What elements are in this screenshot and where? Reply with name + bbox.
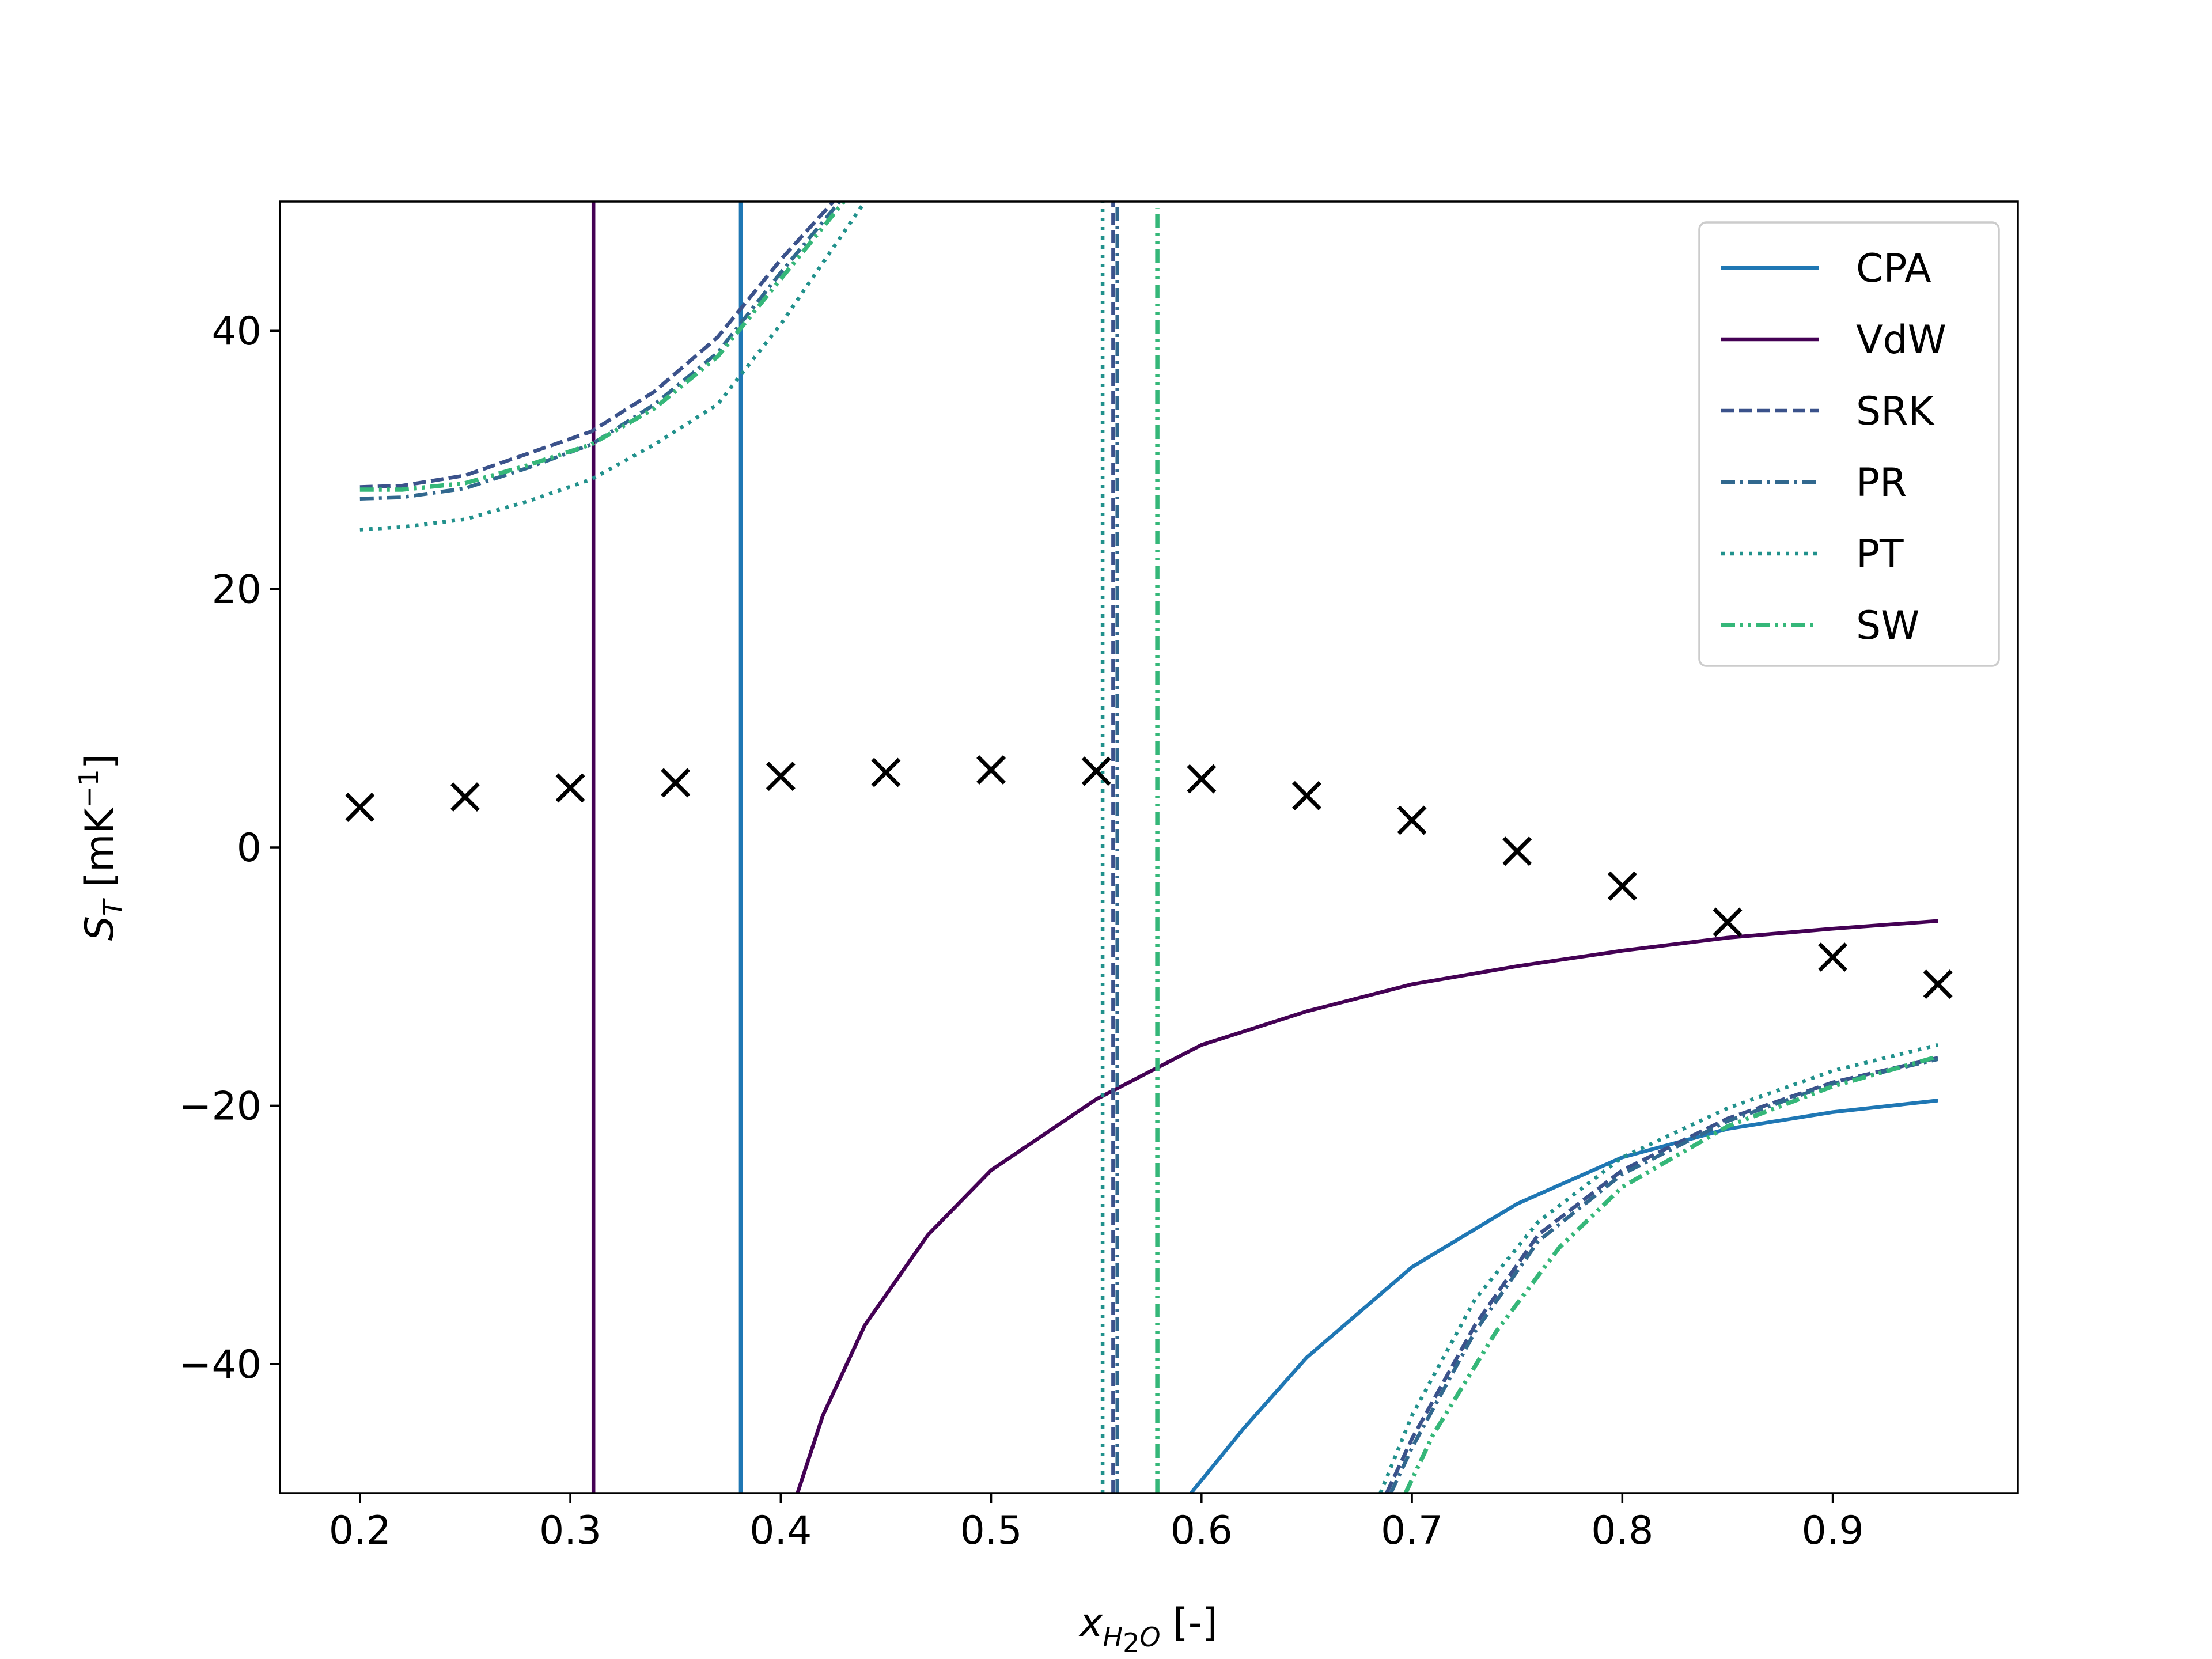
data-point <box>976 755 1006 785</box>
y-tick-label: 0 <box>237 825 262 871</box>
y-tick-label: 40 <box>211 309 262 354</box>
legend-label-cpa: CPA <box>1856 246 1931 291</box>
legend-label-pt: PT <box>1856 532 1904 577</box>
x-tick-label: 0.3 <box>539 1508 601 1554</box>
x-tick-label: 0.5 <box>960 1508 1022 1554</box>
x-tick-label: 0.9 <box>1801 1508 1863 1554</box>
x-tick-label: 0.7 <box>1381 1508 1443 1554</box>
series-line-srk-3 <box>1385 1056 1938 1493</box>
legend: CPA VdW SRK PR PT SW <box>1698 221 2000 667</box>
data-point <box>450 782 480 812</box>
data-point <box>1397 805 1427 835</box>
data-point <box>1713 907 1743 937</box>
x-axis-label: xH2O [-] <box>1078 1600 1218 1658</box>
series-layer <box>359 202 1939 1493</box>
data-point <box>1187 764 1217 794</box>
series-line-pr-1 <box>359 202 842 501</box>
legend-box <box>1698 221 2000 667</box>
series-line-srk-1 <box>359 202 835 489</box>
legend-label-sw: SW <box>1856 603 1919 649</box>
data-point <box>345 793 375 822</box>
data-point <box>871 757 901 787</box>
series-line-pr-3 <box>1389 1057 1938 1493</box>
series-line-pt-3 <box>1378 1043 1938 1493</box>
y-tick-label: −20 <box>179 1084 262 1129</box>
data-point <box>1818 942 1848 972</box>
x-tick-label: 0.6 <box>1171 1508 1233 1554</box>
data-point <box>555 773 585 803</box>
y-tick-label: 20 <box>211 567 262 613</box>
series-line-sw-3 <box>1403 1054 1939 1493</box>
experimental-markers <box>345 755 1953 999</box>
legend-label-vdw: VdW <box>1856 317 1946 363</box>
data-point <box>766 762 796 791</box>
x-tick-label: 0.4 <box>749 1508 812 1554</box>
series-line-cpa-2 <box>1190 1099 1938 1493</box>
data-point <box>1291 781 1321 810</box>
x-tick-label: 0.8 <box>1591 1508 1653 1554</box>
y-axis-label: ST [mK−1] <box>73 754 128 941</box>
series-line-vdw-2 <box>796 919 1938 1493</box>
x-tick-label: 0.2 <box>329 1508 391 1554</box>
data-point <box>1502 836 1532 866</box>
data-point <box>1081 756 1111 786</box>
data-point <box>1923 969 1953 999</box>
legend-label-pr: PR <box>1856 460 1907 506</box>
y-axis-ticks: −40 −20 0 20 40 <box>179 309 280 1388</box>
x-axis-ticks: 0.2 0.3 0.4 0.5 0.6 0.7 0.8 0.9 <box>329 1493 1864 1554</box>
data-point <box>1607 871 1637 901</box>
series-line-sw-1 <box>359 202 846 492</box>
y-tick-label: −40 <box>179 1342 262 1388</box>
legend-label-srk: SRK <box>1856 389 1935 434</box>
data-point <box>661 768 691 798</box>
series-line-pt-1 <box>359 202 867 532</box>
legend-items: CPA VdW SRK PR PT SW <box>1721 246 1946 649</box>
